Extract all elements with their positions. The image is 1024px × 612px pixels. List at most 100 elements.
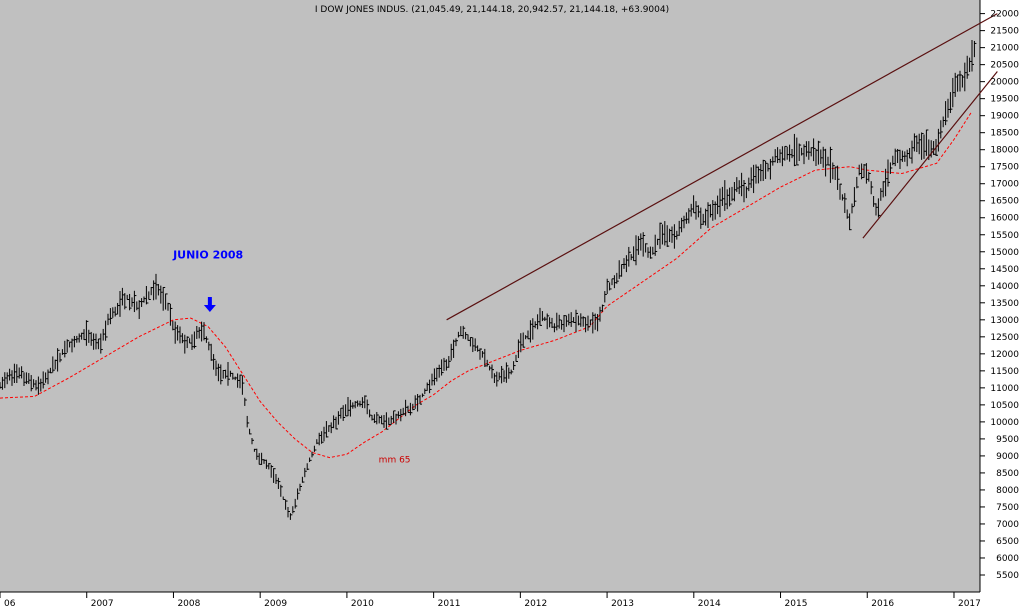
price-bar: [239, 374, 242, 389]
y-tick-label: 9500: [996, 435, 1019, 445]
price-bar: [311, 451, 314, 458]
y-tick-label: 16500: [990, 197, 1019, 207]
price-bar: [244, 397, 247, 406]
price-bar: [810, 147, 814, 157]
price-bar: [129, 293, 132, 311]
price-bar: [676, 230, 679, 240]
price-bar: [378, 415, 382, 424]
price-bar: [743, 180, 746, 203]
price-bar: [349, 399, 353, 417]
price-bar: [57, 348, 60, 372]
price-bar: [539, 307, 542, 326]
price-bar: [601, 304, 605, 312]
price-bar: [714, 201, 718, 220]
price-bar: [205, 336, 209, 343]
price-bar: [150, 286, 154, 296]
x-tick-label: 2010: [351, 599, 374, 608]
price-bar: [556, 312, 559, 331]
y-tick-label: 17500: [990, 163, 1019, 173]
price-bar: [385, 412, 389, 430]
price-bar: [273, 468, 276, 483]
price-bar: [275, 474, 278, 484]
price-bar: [232, 372, 235, 380]
price-bar: [256, 448, 259, 460]
price-bar: [808, 141, 811, 160]
price-bar: [537, 314, 540, 330]
price-bar: [623, 258, 626, 269]
price-bar: [937, 128, 941, 152]
price-bar: [4, 372, 7, 389]
price-bar: [635, 235, 638, 266]
price-bar: [575, 309, 578, 333]
price-bar: [186, 336, 190, 349]
price-bar: [522, 332, 526, 348]
price-bar: [695, 201, 698, 220]
price-bar: [647, 247, 650, 258]
price-bar: [973, 40, 977, 58]
price-bar: [498, 372, 502, 380]
price-bar: [465, 331, 468, 340]
price-bar: [688, 208, 691, 224]
price-bar: [719, 188, 722, 218]
price-bar: [561, 319, 564, 330]
y-tick-label: 18500: [990, 129, 1019, 139]
price-bar: [333, 415, 336, 429]
price-bar: [573, 317, 576, 323]
price-bar: [304, 467, 307, 478]
price-bar: [825, 148, 828, 177]
price-bar: [947, 98, 950, 118]
price-bar: [222, 370, 226, 379]
trendlines-layer: [446, 13, 998, 321]
price-bar: [489, 365, 492, 371]
price-bar: [899, 149, 902, 169]
y-tick-label: 14500: [990, 265, 1019, 275]
price-bar: [505, 362, 509, 383]
price-bar: [738, 180, 742, 195]
y-tick-label: 5500: [996, 571, 1019, 581]
price-bar: [342, 405, 346, 421]
price-bar: [520, 333, 523, 353]
price-bar: [227, 361, 230, 386]
price-bar: [42, 371, 46, 389]
price-bar: [253, 448, 257, 452]
price-bar: [553, 323, 557, 333]
y-tick-label: 21500: [990, 27, 1019, 37]
price-bar: [870, 181, 874, 195]
price-bar: [162, 286, 166, 311]
price-bar: [241, 375, 245, 395]
price-bar: [745, 186, 749, 199]
price-bar: [909, 148, 912, 159]
price-bar: [450, 343, 454, 361]
price-bar: [316, 439, 319, 445]
price-bar: [109, 308, 113, 325]
price-bar: [913, 133, 917, 152]
price-bar: [486, 359, 490, 367]
price-bar: [961, 75, 965, 88]
price-bar: [597, 314, 600, 332]
price-bars-layer: [0, 40, 977, 520]
price-bar: [733, 181, 737, 202]
y-tick-label: 14000: [990, 282, 1019, 292]
price-bar: [503, 370, 506, 382]
price-bar: [30, 375, 34, 392]
price-bar: [407, 405, 410, 413]
price-bar: [592, 312, 595, 334]
price-bar: [801, 147, 804, 156]
price-bar: [942, 116, 946, 128]
price-bar: [201, 321, 204, 342]
y-tick-label: 19000: [990, 112, 1019, 122]
y-tick-label: 13000: [990, 316, 1019, 326]
price-bar: [666, 225, 670, 247]
price-bar: [160, 285, 163, 304]
price-bar: [604, 291, 607, 303]
price-bar: [277, 477, 281, 489]
price-bar: [856, 176, 859, 189]
price-bar: [532, 318, 535, 340]
price-bar: [467, 334, 470, 341]
price-bar: [549, 317, 552, 328]
price-bar: [589, 319, 593, 326]
price-bar: [263, 459, 266, 464]
price-bar: [229, 370, 233, 377]
price-bar: [361, 397, 365, 408]
